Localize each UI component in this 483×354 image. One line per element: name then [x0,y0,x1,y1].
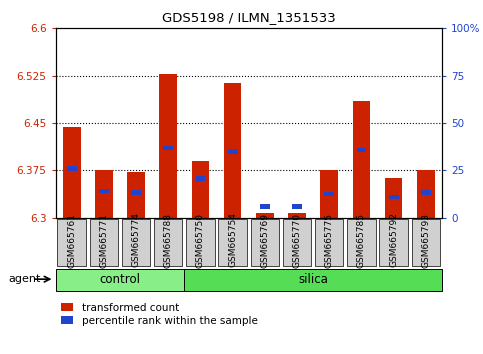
Bar [228,149,238,154]
Bar [99,189,109,193]
FancyBboxPatch shape [154,219,183,266]
FancyBboxPatch shape [186,219,214,266]
Bar [417,170,435,218]
FancyBboxPatch shape [57,219,86,266]
Bar [163,146,173,150]
FancyBboxPatch shape [122,219,150,266]
FancyBboxPatch shape [251,219,279,266]
Bar [260,204,270,209]
Text: GSM665774: GSM665774 [131,212,141,268]
FancyBboxPatch shape [315,219,343,266]
Bar [353,101,370,218]
Text: silica: silica [298,273,328,286]
FancyBboxPatch shape [380,219,408,266]
Text: GSM665750: GSM665750 [196,212,205,268]
FancyBboxPatch shape [218,219,247,266]
Title: GDS5198 / ILMN_1351533: GDS5198 / ILMN_1351533 [162,11,336,24]
Text: GSM665788: GSM665788 [164,212,173,268]
Text: GSM665793: GSM665793 [421,212,430,268]
Text: agent: agent [8,274,41,284]
Bar [356,148,366,152]
Bar [131,190,141,195]
Text: GSM665785: GSM665785 [357,212,366,268]
FancyBboxPatch shape [90,219,118,266]
Text: GSM665775: GSM665775 [325,212,334,268]
Bar [196,176,205,181]
Text: GSM665770: GSM665770 [293,212,301,268]
Bar [159,74,177,218]
FancyBboxPatch shape [347,219,376,266]
Bar [325,192,334,196]
Bar [320,170,338,218]
Legend: transformed count, percentile rank within the sample: transformed count, percentile rank withi… [61,303,257,326]
Bar [385,178,402,218]
Bar [288,213,306,218]
Text: GSM665754: GSM665754 [228,212,237,268]
FancyBboxPatch shape [56,269,185,291]
Bar [256,213,274,218]
Bar [389,195,398,199]
FancyBboxPatch shape [283,219,311,266]
FancyBboxPatch shape [185,269,442,291]
Text: control: control [99,273,141,286]
Bar [421,190,431,195]
Text: GSM665771: GSM665771 [99,212,108,268]
Bar [192,161,209,218]
Bar [224,83,242,218]
Text: GSM665769: GSM665769 [260,212,270,268]
Text: GSM665792: GSM665792 [389,212,398,268]
Text: GSM665761: GSM665761 [67,212,76,268]
FancyBboxPatch shape [412,219,440,266]
Bar [292,204,302,209]
Bar [95,170,113,218]
Bar [63,127,81,218]
Bar [127,172,145,218]
Bar [67,166,76,171]
